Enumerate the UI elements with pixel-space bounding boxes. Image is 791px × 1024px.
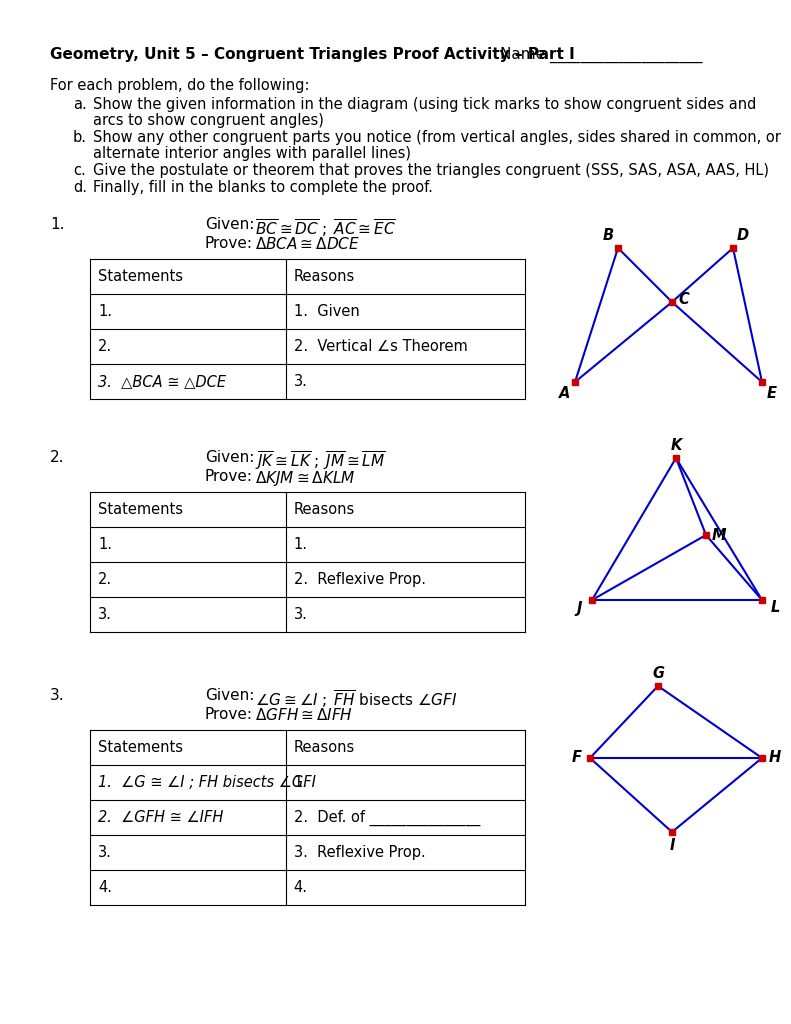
Text: 3.: 3. <box>293 374 308 389</box>
Text: Finally, fill in the blanks to complete the proof.: Finally, fill in the blanks to complete … <box>93 180 433 195</box>
Text: 2.: 2. <box>98 572 112 587</box>
Text: F: F <box>572 751 582 766</box>
Text: 1.: 1. <box>293 775 308 790</box>
Text: 1.: 1. <box>98 537 112 552</box>
Text: Reasons: Reasons <box>293 502 355 517</box>
Text: $\overline{BC} \cong \overline{DC}$$\;;\;$$\overline{AC} \cong \overline{EC}$: $\overline{BC} \cong \overline{DC}$$\;;\… <box>255 217 396 239</box>
Text: 2.  Reflexive Prop.: 2. Reflexive Prop. <box>293 572 426 587</box>
Text: $\overline{JK} \cong \overline{LK}$$\;;\;$$\overline{JM} \cong \overline{LM}$: $\overline{JK} \cong \overline{LK}$$\;;\… <box>255 450 385 473</box>
Text: Show the given information in the diagram (using tick marks to show congruent si: Show the given information in the diagra… <box>93 97 756 112</box>
Text: 3.: 3. <box>98 607 112 622</box>
Text: 4.: 4. <box>293 880 308 895</box>
Text: 1.  ∠G ≅ ∠I ; FH bisects ∠GFI: 1. ∠G ≅ ∠I ; FH bisects ∠GFI <box>98 775 316 790</box>
Text: B: B <box>603 228 614 244</box>
Text: L: L <box>770 600 780 615</box>
Text: M: M <box>712 527 726 543</box>
Text: 2.  Vertical ∠s Theorem: 2. Vertical ∠s Theorem <box>293 339 467 354</box>
Text: Reasons: Reasons <box>293 740 355 755</box>
Text: $\Delta KJM \cong \Delta KLM$: $\Delta KJM \cong \Delta KLM$ <box>255 469 355 488</box>
Text: $\angle G \cong \angle I$$\;;\;$$\overline{FH}$ bisects $\angle GFI$: $\angle G \cong \angle I$$\;;\;$$\overli… <box>255 688 457 710</box>
Text: b.: b. <box>73 130 87 145</box>
Text: Statements: Statements <box>98 502 183 517</box>
Text: Prove:: Prove: <box>205 236 253 251</box>
Text: Prove:: Prove: <box>205 469 253 484</box>
Text: $\Delta BCA \cong \Delta DCE$: $\Delta BCA \cong \Delta DCE$ <box>255 236 360 252</box>
Text: Given:: Given: <box>205 688 255 703</box>
Text: 3.: 3. <box>50 688 65 703</box>
Text: c.: c. <box>73 163 85 178</box>
Text: 2.: 2. <box>50 450 65 465</box>
Text: C: C <box>679 293 690 307</box>
Text: 3.: 3. <box>293 607 308 622</box>
Text: Name ____________________: Name ____________________ <box>500 47 702 63</box>
Text: D: D <box>737 228 749 244</box>
Text: A: A <box>559 386 570 401</box>
Text: 2.  ∠GFH ≅ ∠IFH: 2. ∠GFH ≅ ∠IFH <box>98 810 223 825</box>
Text: Reasons: Reasons <box>293 269 355 284</box>
Text: Statements: Statements <box>98 269 183 284</box>
Text: 1.: 1. <box>98 304 112 319</box>
Text: arcs to show congruent angles): arcs to show congruent angles) <box>93 113 324 128</box>
Text: G: G <box>652 666 664 681</box>
Text: 1.  Given: 1. Given <box>293 304 359 319</box>
Text: Prove:: Prove: <box>205 707 253 722</box>
Text: $\Delta GFH \cong \Delta IFH$: $\Delta GFH \cong \Delta IFH$ <box>255 707 353 723</box>
Text: I: I <box>669 838 675 853</box>
Text: 2.  Def. of _______________: 2. Def. of _______________ <box>293 809 480 825</box>
Text: H: H <box>769 751 782 766</box>
Text: K: K <box>670 437 682 453</box>
Text: 1.: 1. <box>50 217 65 232</box>
Text: Give the postulate or theorem that proves the triangles congruent (SSS, SAS, ASA: Give the postulate or theorem that prove… <box>93 163 769 178</box>
Text: 1.: 1. <box>293 537 308 552</box>
Text: 3.: 3. <box>98 845 112 860</box>
Text: E: E <box>767 386 777 401</box>
Text: alternate interior angles with parallel lines): alternate interior angles with parallel … <box>93 146 411 161</box>
Text: Show any other congruent parts you notice (from vertical angles, sides shared in: Show any other congruent parts you notic… <box>93 130 781 145</box>
Text: Geometry, Unit 5 – Congruent Triangles Proof Activity – Part I: Geometry, Unit 5 – Congruent Triangles P… <box>50 47 575 62</box>
Text: Given:: Given: <box>205 450 255 465</box>
Text: For each problem, do the following:: For each problem, do the following: <box>50 78 309 93</box>
Text: Given:: Given: <box>205 217 255 232</box>
Text: 3.  △BCA ≅ △DCE: 3. △BCA ≅ △DCE <box>98 374 226 389</box>
Text: 2.: 2. <box>98 339 112 354</box>
Text: J: J <box>577 600 581 615</box>
Text: 4.: 4. <box>98 880 112 895</box>
Text: a.: a. <box>73 97 87 112</box>
Text: Statements: Statements <box>98 740 183 755</box>
Text: 3.  Reflexive Prop.: 3. Reflexive Prop. <box>293 845 426 860</box>
Text: d.: d. <box>73 180 87 195</box>
